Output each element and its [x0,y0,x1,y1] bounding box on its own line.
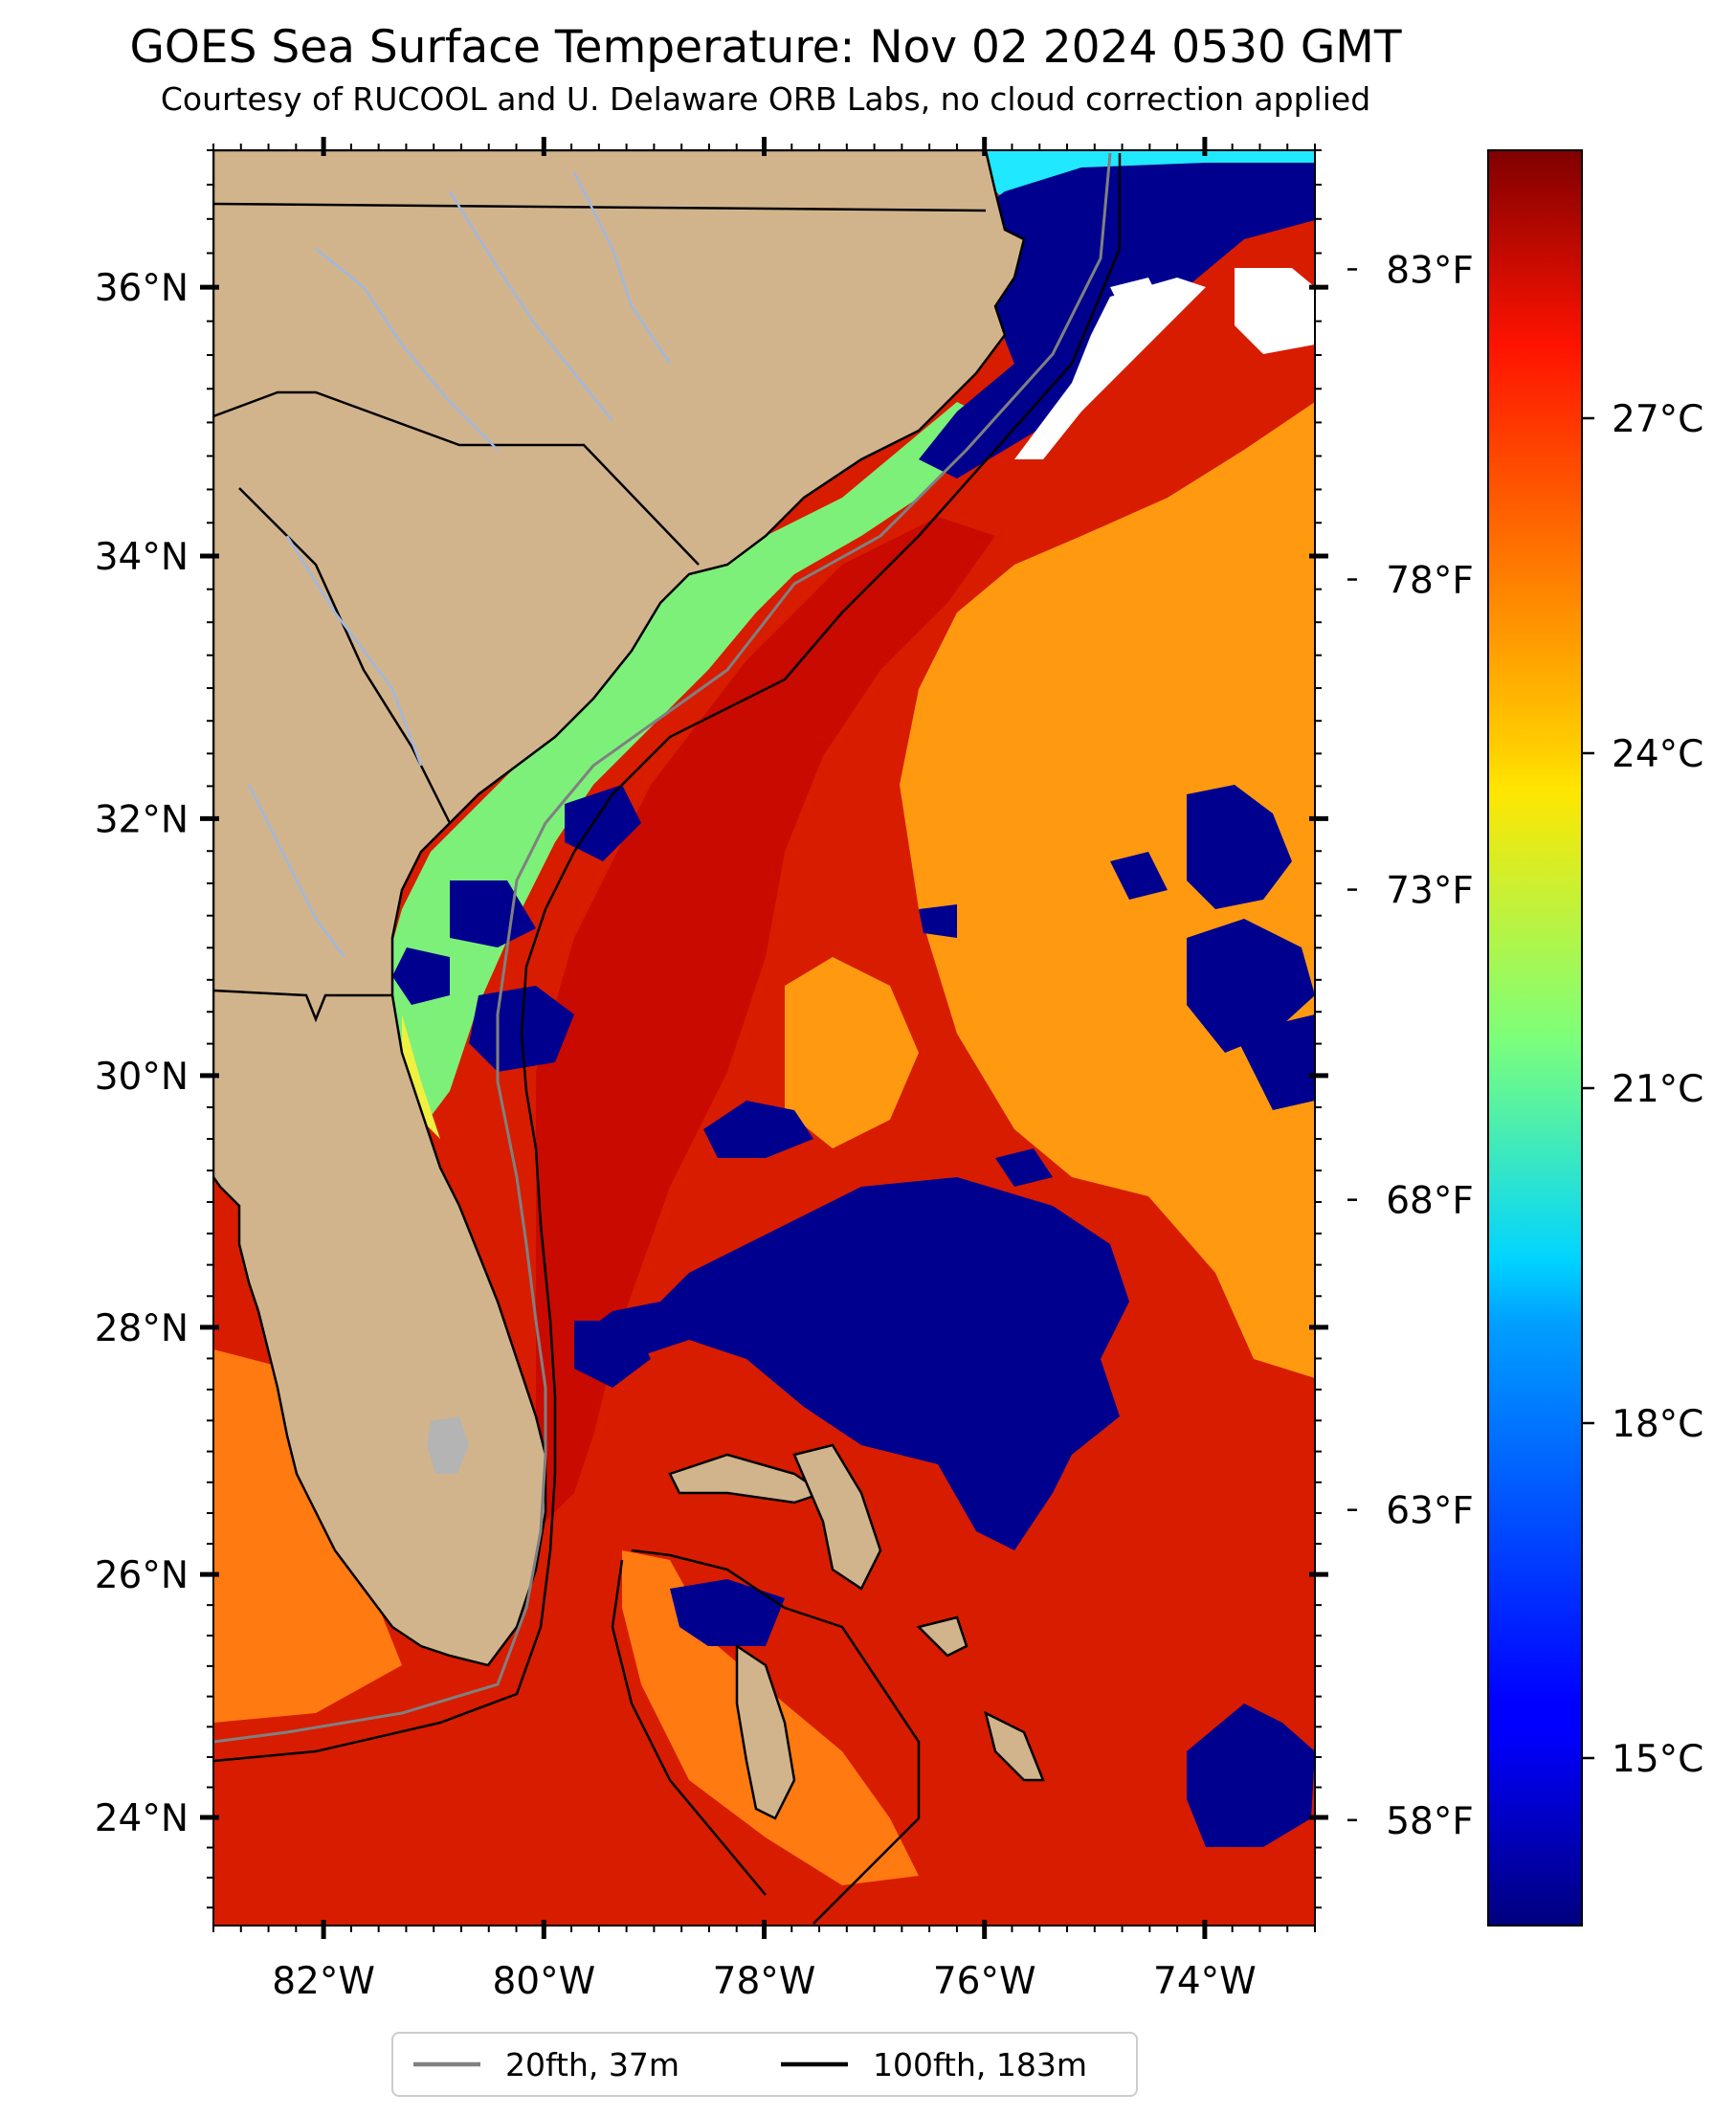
cloud-se [1187,1704,1315,1847]
river-3 [572,171,672,365]
river-1 [315,248,499,451]
map-title: GOES Sea Surface Temperature: Nov 02 202… [129,21,1402,74]
fahrenheit-tick-label: 63°F [1386,1490,1474,1533]
bahamas-grand-bahama [668,1453,826,1504]
fahrenheit-tick-label: 78°F [1386,560,1474,603]
offshore-warm-water [900,402,1315,1378]
colorbar-ticks: 27°C 24°C 21°C 18°C 15°C [1582,398,1703,1781]
cloud-mid-3 [995,1148,1053,1187]
lat-tick-label: 30°N [95,1056,189,1099]
axis-labels: 36°N 34°N 32°N 30°N 28°N 26°N 24°N 82°W 80°W 78°W… [95,249,1474,2003]
border-nc-sc [213,390,700,566]
cloud-main [574,1177,1129,1550]
cloud-bahamas [670,1579,785,1646]
colorbar [1487,149,1583,1927]
lat-tick-label: 28°N [95,1307,189,1350]
legend-box [391,2032,1138,2097]
no-data-areas [1014,268,1315,459]
fahrenheit-tick-label: 68°F [1386,1180,1474,1223]
no-data-north-3 [1110,278,1158,306]
fahrenheit-tick-label: 73°F [1386,870,1474,913]
cloud-shelf-4 [565,785,641,861]
lake-okeechobee [427,1416,469,1474]
cloud-gulf [574,1321,651,1388]
gulf-of-mexico-warm [213,1349,402,1723]
lat-tick-label: 26°N [95,1554,189,1597]
cloud-mid-2 [1110,852,1168,900]
shelf-water [383,402,995,1129]
bahamas-eleuthera [916,1615,968,1658]
legend-label-100fth: 100fth, 183m [873,2046,1087,2083]
colorbar-tick-label: 24°C [1612,733,1703,776]
border-va-nc [213,202,987,212]
land [213,150,1045,1820]
border-ga-fl [213,989,392,1023]
orange-tongue [785,957,919,1148]
lat-tick-label: 34°N [95,536,189,579]
map-subtitle: Courtesy of RUCOOL and U. Delaware ORB L… [160,80,1371,118]
legend-label-20fth: 20fth, 37m [505,2046,679,2083]
lat-tick-label: 32°N [95,798,189,841]
lon-tick-label: 80°W [492,1960,595,2003]
cloud-east-3 [1235,1014,1315,1110]
river-4 [285,535,423,767]
lon-tick-label: 78°W [713,1960,816,2003]
river-5 [247,784,345,958]
lon-tick-label: 76°W [933,1960,1036,2003]
lon-tick-label: 74°W [1153,1960,1257,2003]
fahrenheit-tick-label: 83°F [1386,249,1474,292]
cloud-east-2 [1187,919,1315,1053]
gulf-stream [536,517,995,1531]
bahamas-exuma [984,1710,1045,1782]
cloud-mid-1 [703,1101,813,1158]
cloud-shelf-2 [392,947,450,1005]
colorbar-tick-label: 21°C [1612,1068,1703,1111]
fahrenheit-tick-label: 58°F [1386,1800,1474,1843]
cloud-east-1 [1187,785,1292,909]
contour-bahamas-bank [611,1548,921,1925]
colorbar-tick-label: 15°C [1612,1738,1703,1781]
contour-100fth [213,153,1122,1763]
no-data-north-2 [1235,268,1315,354]
colorbar-tick-label: 27°C [1612,398,1703,441]
rivers [247,171,672,958]
lat-tick-label: 24°N [95,1797,189,1840]
river-2 [448,190,613,422]
axis-ticks [200,137,1328,1939]
lat-tick-label: 36°N [95,267,189,310]
lon-tick-label: 82°W [272,1960,375,2003]
cloud-mid-4 [919,904,957,938]
no-data-north-1 [1014,278,1206,459]
map-area [213,150,1315,1926]
us-mainland [213,150,1026,1667]
legend: 20fth, 37m 100fth, 183m [391,2032,1138,2097]
contour-20fth [213,152,1112,1744]
bahamas-abaco [792,1443,882,1591]
colorbar-tick-label: 18°C [1612,1403,1703,1446]
bahamas-andros [735,1643,796,1820]
